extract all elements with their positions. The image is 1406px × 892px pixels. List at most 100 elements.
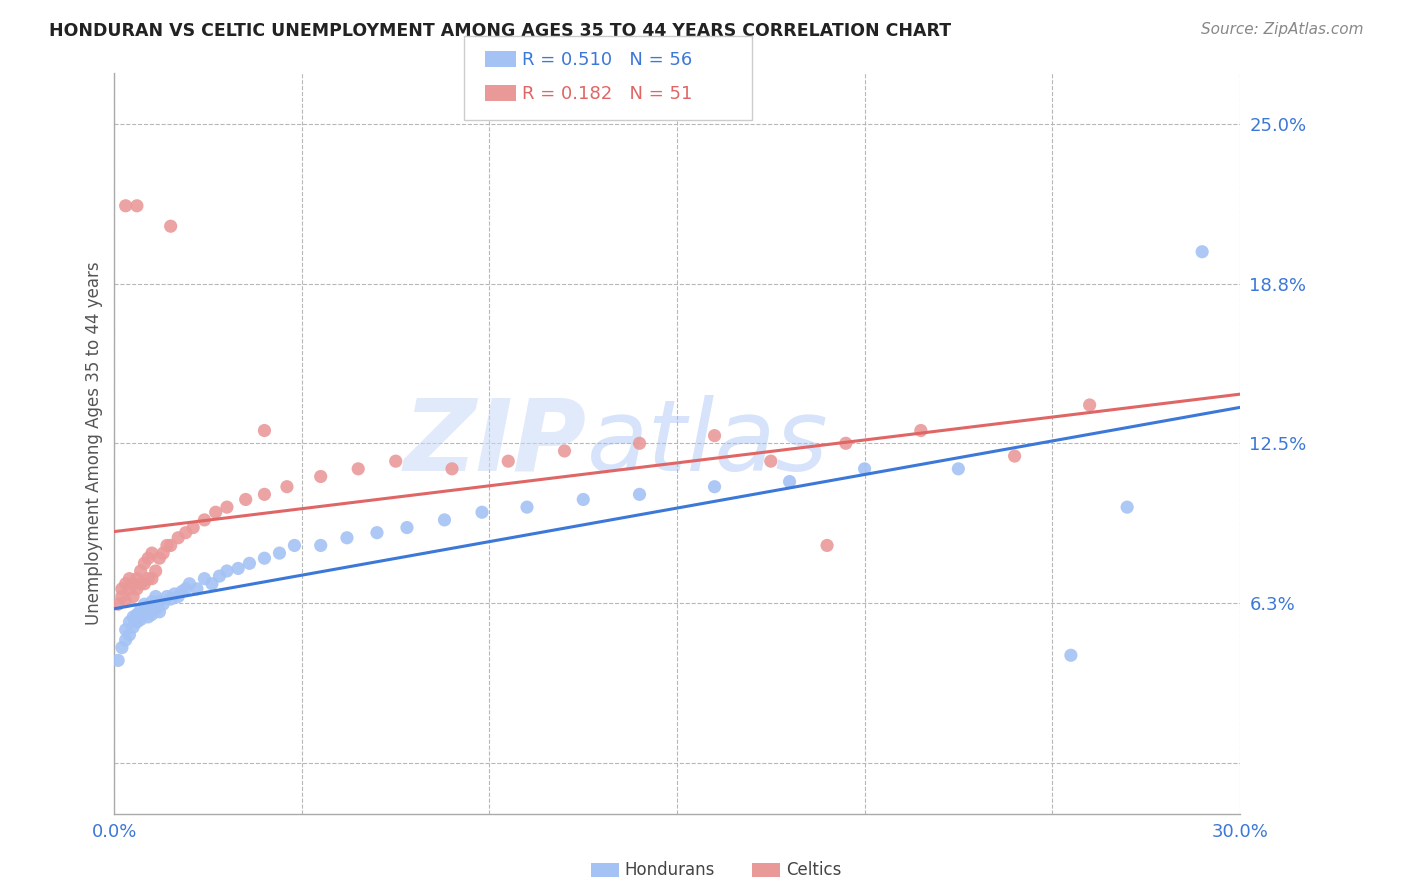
Point	[152, 546, 174, 560]
Text: R = 0.510   N = 56: R = 0.510 N = 56	[522, 51, 692, 69]
Point	[114, 632, 136, 647]
Text: Hondurans: Hondurans	[624, 861, 714, 879]
Point	[107, 597, 129, 611]
Point	[628, 487, 651, 501]
Y-axis label: Unemployment Among Ages 35 to 44 years: Unemployment Among Ages 35 to 44 years	[86, 261, 103, 625]
Point	[136, 572, 159, 586]
Point	[114, 623, 136, 637]
Point	[159, 219, 181, 234]
Point	[253, 424, 276, 438]
Point	[516, 500, 538, 515]
Point	[136, 551, 159, 566]
Point	[215, 500, 238, 515]
Point	[1191, 244, 1213, 259]
Point	[948, 462, 970, 476]
Point	[141, 594, 163, 608]
Point	[125, 572, 148, 586]
Text: R = 0.182   N = 51: R = 0.182 N = 51	[522, 85, 692, 103]
Point	[253, 551, 276, 566]
Point	[134, 607, 156, 622]
Point	[815, 538, 838, 552]
Point	[204, 505, 226, 519]
Point	[181, 520, 204, 534]
Point	[496, 454, 519, 468]
Point	[114, 199, 136, 213]
Point	[111, 582, 134, 596]
Point	[134, 576, 156, 591]
Point	[366, 525, 388, 540]
Point	[835, 436, 858, 450]
Point	[572, 492, 595, 507]
Point	[703, 480, 725, 494]
Point	[174, 525, 197, 540]
Point	[125, 607, 148, 622]
Point	[136, 599, 159, 614]
Point	[118, 628, 141, 642]
Point	[238, 557, 260, 571]
Point	[167, 590, 190, 604]
Point	[1060, 648, 1083, 663]
Point	[141, 572, 163, 586]
Point	[118, 572, 141, 586]
Point	[118, 615, 141, 629]
Point	[174, 582, 197, 596]
Point	[471, 505, 494, 519]
Point	[122, 576, 145, 591]
Point	[156, 538, 179, 552]
Text: Source: ZipAtlas.com: Source: ZipAtlas.com	[1201, 22, 1364, 37]
Point	[853, 462, 876, 476]
Point	[159, 538, 181, 552]
Point	[170, 584, 193, 599]
Text: HONDURAN VS CELTIC UNEMPLOYMENT AMONG AGES 35 TO 44 YEARS CORRELATION CHART: HONDURAN VS CELTIC UNEMPLOYMENT AMONG AG…	[49, 22, 952, 40]
Point	[114, 576, 136, 591]
Point	[269, 546, 291, 560]
Point	[148, 594, 170, 608]
Point	[554, 444, 576, 458]
Point	[159, 592, 181, 607]
Text: atlas: atlas	[588, 395, 828, 491]
Text: Celtics: Celtics	[786, 861, 841, 879]
Point	[145, 590, 167, 604]
Point	[125, 615, 148, 629]
Point	[125, 582, 148, 596]
Point	[1078, 398, 1101, 412]
Point	[703, 428, 725, 442]
Point	[179, 576, 201, 591]
Point	[129, 564, 152, 578]
Point	[193, 572, 215, 586]
Point	[125, 199, 148, 213]
Point	[122, 590, 145, 604]
Point	[283, 538, 305, 552]
Point	[145, 602, 167, 616]
Point	[145, 564, 167, 578]
Point	[309, 469, 332, 483]
Point	[628, 436, 651, 450]
Point	[141, 546, 163, 560]
Point	[163, 587, 186, 601]
Point	[111, 590, 134, 604]
Point	[910, 424, 932, 438]
Point	[129, 576, 152, 591]
Point	[129, 602, 152, 616]
Point	[193, 513, 215, 527]
Point	[107, 653, 129, 667]
Point	[208, 569, 231, 583]
Point	[141, 607, 163, 622]
Point	[440, 462, 463, 476]
Point	[114, 594, 136, 608]
Point	[148, 605, 170, 619]
Point	[347, 462, 370, 476]
Point	[309, 538, 332, 552]
Point	[134, 597, 156, 611]
Point	[253, 487, 276, 501]
Point	[186, 582, 208, 596]
Point	[152, 597, 174, 611]
Point	[167, 531, 190, 545]
Point	[276, 480, 298, 494]
Point	[215, 564, 238, 578]
Point	[134, 557, 156, 571]
Point	[779, 475, 801, 489]
Point	[433, 513, 456, 527]
Point	[111, 640, 134, 655]
Point	[395, 520, 418, 534]
